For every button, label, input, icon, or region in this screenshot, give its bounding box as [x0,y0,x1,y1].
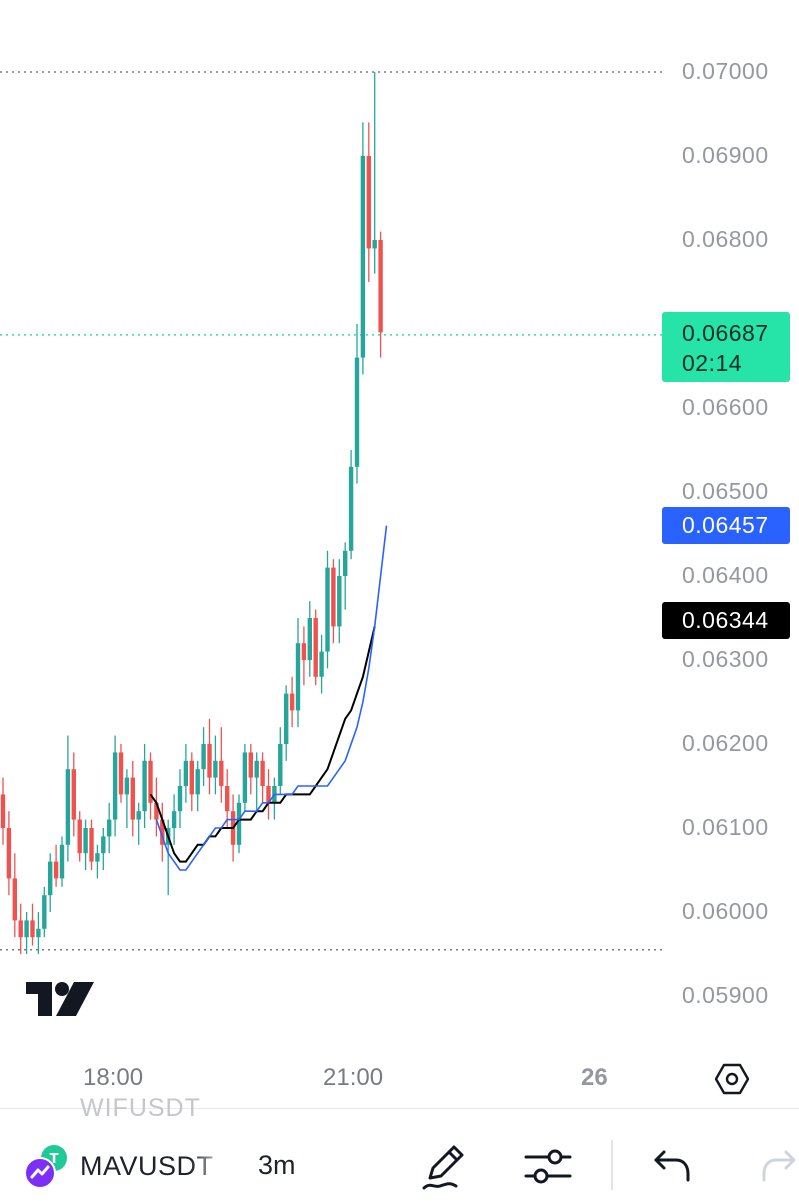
candle-body [112,752,118,820]
price-tick: 0.06500 [682,478,769,504]
draw-pencil-icon[interactable] [416,1138,472,1194]
candle-body [53,861,59,879]
candle-body [183,760,189,786]
candle-body [107,819,112,837]
candle-body [124,777,130,795]
ma-slow-badge: 0.06344 [662,602,790,639]
bottom-toolbar [0,1108,799,1201]
candle-body [171,811,177,828]
price-tick: 0.06600 [682,394,769,420]
candle-body [301,643,307,660]
candle-body [160,819,165,845]
ma-fast-line [155,525,388,871]
candle-body [236,802,242,845]
candle-body [154,802,159,820]
candle-body [213,760,218,778]
tradingview-logo [26,982,94,1016]
candle-body [248,752,253,778]
candle-body [201,744,206,770]
candle-body [207,744,212,778]
candle-body [307,618,312,660]
candle-body [77,819,82,854]
price-tick: 0.06300 [682,646,769,672]
candle-body [225,786,230,812]
candle-body [360,156,366,358]
candle-body [12,878,17,921]
candle-body [337,576,342,627]
time-tick-day: 26 [581,1064,608,1091]
interval-button[interactable]: 3m [258,1150,296,1180]
candle-body [378,240,383,333]
ma-slow-line [149,626,376,863]
candle-body [366,156,371,249]
time-tick: 21:00 [323,1064,384,1091]
candle-body [295,643,301,711]
symbol-button[interactable]: T MAVUSDT [24,1140,214,1192]
bar-countdown: 02:14 [682,350,743,376]
candle-body [266,786,271,803]
candle-body [219,760,224,786]
candle-body [195,769,200,795]
symbol-exchange-icon: T [24,1143,70,1189]
candle-body [18,920,23,938]
last-price-value: 0.06687 [682,320,769,346]
candle-body [354,357,360,467]
chart-area[interactable]: 0.07000 0.06900 0.06800 0.06600 0.06500 … [0,0,799,1095]
candle-body [331,567,336,627]
candle-body [278,744,283,786]
candle-body [189,760,194,795]
candle-body [284,693,289,744]
chart-canvas[interactable] [0,0,799,1050]
ghost-symbol-label: WIFUSDT [80,1094,201,1122]
candle-body [101,836,106,854]
undo-icon[interactable] [646,1138,702,1194]
candle-body [313,618,318,677]
price-tick: 0.06900 [682,142,769,168]
symbol-fade [190,1142,230,1190]
price-tick: 0.06000 [682,898,769,924]
candle-body [372,240,377,249]
candle-body [118,752,124,795]
settings-hexagon-icon[interactable] [714,1061,750,1097]
candle-body [95,853,100,862]
price-tick: 0.06400 [682,562,769,588]
svg-text:T: T [50,1152,59,1167]
candle-body [24,920,29,938]
candle-body [254,760,259,778]
last-price-badge: 0.06687 02:14 [662,312,790,382]
candle-body [260,760,265,786]
candle-body [65,769,71,845]
candle-body [6,828,12,879]
candle-body [348,466,354,551]
candle-body [71,769,76,820]
candle-body [89,828,94,862]
candle-body [48,861,53,896]
candle-body [36,928,41,938]
candle-body [59,844,65,879]
time-tick: 18:00 [83,1064,144,1091]
candle-body [136,811,141,820]
candle-body [148,760,153,803]
price-tick: 0.06800 [682,226,769,252]
candle-body [319,651,324,677]
candle-body [130,777,135,820]
candle-body [42,895,47,929]
candle-body [242,752,248,803]
candle-body [343,550,348,576]
price-tick: 0.06100 [682,814,769,840]
ma-fast-badge: 0.06457 [662,507,790,544]
price-tick: 0.06200 [682,730,769,756]
candle-body [289,693,295,711]
candle-body [142,760,147,812]
toolbar-divider [611,1140,613,1190]
candle-body [30,920,35,938]
redo-icon[interactable] [760,1138,799,1194]
price-tick: 0.05900 [682,982,769,1008]
candle-body [83,828,88,854]
price-tick: 0.07000 [682,58,769,84]
candle-body [0,794,6,828]
candle-body [177,786,183,812]
candle-body [325,567,330,652]
indicator-settings-icon[interactable] [520,1138,576,1194]
